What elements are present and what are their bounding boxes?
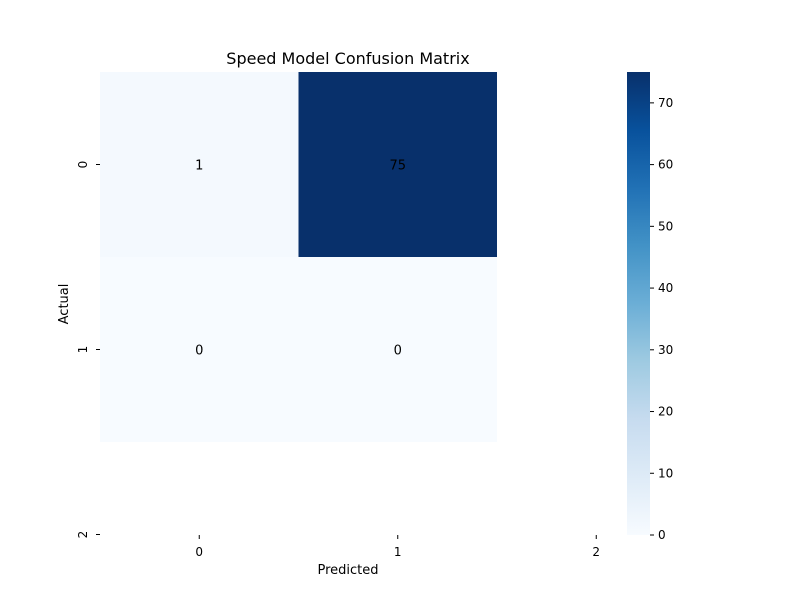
- colorbar-tick-label: 50: [658, 219, 673, 233]
- colorbar-tick-label: 20: [658, 405, 673, 419]
- colorbar-tick-label: 10: [658, 466, 673, 480]
- colorbar: [627, 72, 650, 535]
- x-axis-label: Predicted: [317, 563, 378, 578]
- y-tick-label: 2: [76, 531, 90, 539]
- colorbar-tick-label: 30: [658, 343, 673, 357]
- x-tick-label: 2: [592, 545, 600, 559]
- y-axis: 0 1 2: [76, 161, 100, 539]
- colorbar-tick-label: 40: [658, 281, 673, 295]
- y-tick-label: 1: [76, 346, 90, 354]
- heatmap-cell: [298, 72, 497, 257]
- x-axis: 0 1 2: [195, 535, 600, 559]
- colorbar-tick-label: 60: [658, 158, 673, 172]
- colorbar-tick-label: 70: [658, 96, 673, 110]
- x-tick-label: 1: [394, 545, 402, 559]
- colorbar-tick-label: 0: [658, 528, 666, 542]
- heatmap-cells: [100, 72, 497, 442]
- heatmap-cell: [100, 72, 299, 257]
- heatmap-cell: [100, 257, 299, 442]
- chart-title: Speed Model Confusion Matrix: [226, 49, 469, 68]
- cell-annotation: 75: [389, 159, 406, 174]
- cell-annotation: 0: [394, 344, 402, 359]
- cell-annotation: 0: [195, 344, 203, 359]
- x-tick-label: 0: [195, 545, 203, 559]
- y-tick-label: 0: [76, 161, 90, 169]
- heatmap-cell-annotations: 1 75 0 0: [195, 159, 406, 359]
- cell-annotation: 1: [195, 159, 203, 174]
- heatmap-cell: [298, 257, 497, 442]
- colorbar-ticks: 0 10 20 30 40 50 60 70: [650, 96, 673, 542]
- y-axis-label: Actual: [57, 284, 72, 325]
